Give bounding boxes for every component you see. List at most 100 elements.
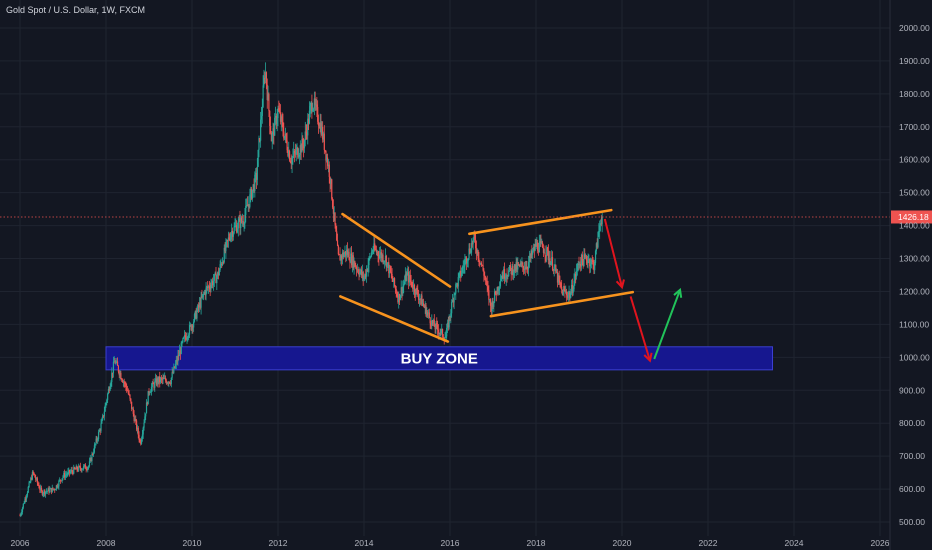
candle-body bbox=[355, 267, 358, 270]
candle-body bbox=[301, 138, 303, 153]
price-tick-label: 700.00 bbox=[899, 451, 925, 461]
candle-body bbox=[420, 295, 422, 299]
candle-body bbox=[314, 98, 316, 105]
candle-body bbox=[317, 121, 320, 126]
candle-body bbox=[81, 469, 83, 471]
candle-body bbox=[541, 242, 543, 244]
candle-body bbox=[191, 325, 193, 330]
candle-body bbox=[161, 378, 163, 380]
candle-body bbox=[436, 324, 439, 330]
time-axis[interactable]: 2006 2008 2010 2012 2014 2016 2018 2020 2022 2024… bbox=[11, 538, 890, 548]
candle-body bbox=[188, 334, 190, 338]
candle-body bbox=[231, 230, 234, 237]
candle-body bbox=[521, 262, 523, 264]
candle-body bbox=[47, 488, 49, 492]
candle-body bbox=[159, 376, 161, 383]
candle-body bbox=[215, 272, 217, 284]
candle-body bbox=[164, 377, 167, 381]
candle-body bbox=[147, 391, 149, 405]
candle-body bbox=[432, 319, 435, 324]
candle-body bbox=[332, 207, 335, 214]
candle-body bbox=[211, 281, 213, 285]
chart-title: Gold Spot / U.S. Dollar, 1W, FXCM bbox=[6, 5, 146, 15]
candle-body bbox=[388, 262, 390, 274]
candle-body bbox=[44, 490, 46, 495]
candle-body bbox=[298, 154, 301, 157]
arrow-shaft bbox=[603, 218, 623, 288]
candle-body bbox=[183, 335, 186, 338]
candle-body bbox=[405, 274, 407, 281]
candle-body bbox=[58, 480, 60, 487]
candle-body bbox=[365, 269, 368, 277]
candle-body bbox=[109, 386, 111, 391]
candle-body bbox=[601, 217, 603, 225]
candle-body bbox=[80, 468, 82, 471]
buy-zone-label: BUY ZONE bbox=[401, 350, 478, 367]
candle-body bbox=[130, 398, 132, 402]
price-tick-label: 900.00 bbox=[899, 385, 925, 395]
candle-body bbox=[250, 188, 252, 195]
candle-body bbox=[241, 217, 243, 222]
candle-body bbox=[455, 284, 457, 294]
candle-body bbox=[379, 252, 382, 255]
candle-body bbox=[232, 232, 234, 237]
candle-body bbox=[561, 287, 563, 290]
candle-body bbox=[262, 85, 264, 108]
candle-body bbox=[422, 303, 424, 306]
candle-body bbox=[120, 372, 122, 379]
candle-body bbox=[446, 322, 449, 328]
trendline bbox=[468, 208, 613, 236]
candle-body bbox=[223, 247, 225, 263]
candle-body bbox=[340, 255, 342, 261]
candle-body bbox=[459, 270, 461, 274]
candle-body bbox=[300, 145, 302, 153]
candle-body bbox=[446, 327, 448, 337]
candle-body bbox=[84, 464, 86, 469]
candle-body bbox=[518, 264, 521, 266]
candle-body bbox=[169, 383, 172, 385]
candle-body bbox=[582, 260, 584, 267]
candle-body bbox=[118, 371, 120, 376]
candle-body bbox=[566, 295, 569, 298]
candle-body bbox=[48, 488, 50, 493]
candle-body bbox=[244, 214, 246, 224]
candle-body bbox=[323, 133, 325, 150]
candle-body bbox=[270, 132, 272, 142]
candle-body bbox=[224, 247, 226, 252]
candle-body bbox=[339, 254, 341, 261]
candle-body bbox=[83, 464, 86, 466]
candle-body bbox=[306, 132, 308, 136]
candle-body bbox=[500, 278, 502, 282]
candle-body bbox=[401, 287, 403, 294]
candle-body bbox=[504, 278, 507, 280]
candle-body bbox=[355, 266, 357, 268]
candle-body bbox=[206, 286, 208, 288]
candle-body bbox=[187, 337, 189, 339]
last-price-line: 1426.18 bbox=[0, 210, 932, 224]
candle-body bbox=[365, 274, 367, 277]
candle-body bbox=[40, 487, 43, 491]
candle-body bbox=[185, 337, 187, 340]
candle-body bbox=[279, 110, 281, 113]
candle-body bbox=[476, 250, 478, 254]
candle-body bbox=[553, 266, 555, 271]
candle-body bbox=[328, 164, 330, 177]
candle-body bbox=[228, 237, 230, 240]
candle-body bbox=[32, 471, 34, 473]
candle-body bbox=[370, 252, 373, 257]
candle-body bbox=[461, 267, 464, 273]
candle-body bbox=[378, 255, 380, 259]
candle-body bbox=[485, 280, 487, 282]
candle-body bbox=[162, 378, 164, 380]
candle-body bbox=[398, 293, 400, 303]
candle-body bbox=[114, 361, 116, 364]
candle-body bbox=[347, 251, 349, 255]
candle-body bbox=[585, 256, 587, 258]
candle-body bbox=[86, 469, 88, 470]
candle-body bbox=[327, 157, 329, 167]
price-axis[interactable]: 500.00 600.00 700.00 800.00 900.00 1000.00 110… bbox=[899, 23, 930, 527]
candle-body bbox=[376, 251, 378, 253]
candle-body bbox=[533, 246, 535, 251]
candle-body bbox=[447, 322, 449, 328]
